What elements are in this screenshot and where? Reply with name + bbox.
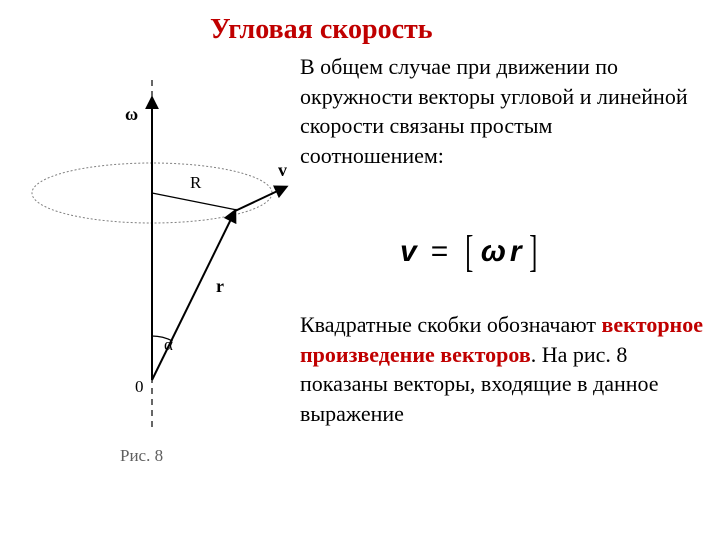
formula-rhs: [ ω r ] [462, 226, 540, 277]
label-omega: ω [125, 104, 138, 124]
paragraph-2: Квадратные скобки обозначают векторное п… [300, 310, 710, 429]
formula-omega: ω [481, 235, 506, 269]
label-alpha: α [164, 335, 173, 354]
formula-v: v [400, 235, 417, 269]
label-r: r [216, 276, 224, 296]
figure-caption: Рис. 8 [120, 446, 163, 466]
formula: v = [ ω r ] [400, 226, 540, 277]
paragraph-1: В общем случае при движении по окружност… [300, 52, 700, 171]
page-title: Угловая скорость [210, 14, 433, 46]
slide-page: Угловая скорость В общем случае при движ… [0, 0, 720, 540]
radius-R-line [152, 193, 237, 210]
right-bracket: ] [529, 226, 537, 277]
label-v: v [278, 160, 287, 180]
figure-diagram: ω v R r α 0 [20, 70, 300, 440]
formula-r: r [510, 235, 522, 269]
label-R: R [190, 173, 202, 192]
formula-equals: = [431, 235, 449, 269]
paragraph-2-pre: Квадратные скобки обозначают [300, 312, 601, 337]
v-vector [235, 187, 286, 211]
left-bracket: [ [466, 226, 474, 277]
label-origin: 0 [135, 377, 144, 396]
